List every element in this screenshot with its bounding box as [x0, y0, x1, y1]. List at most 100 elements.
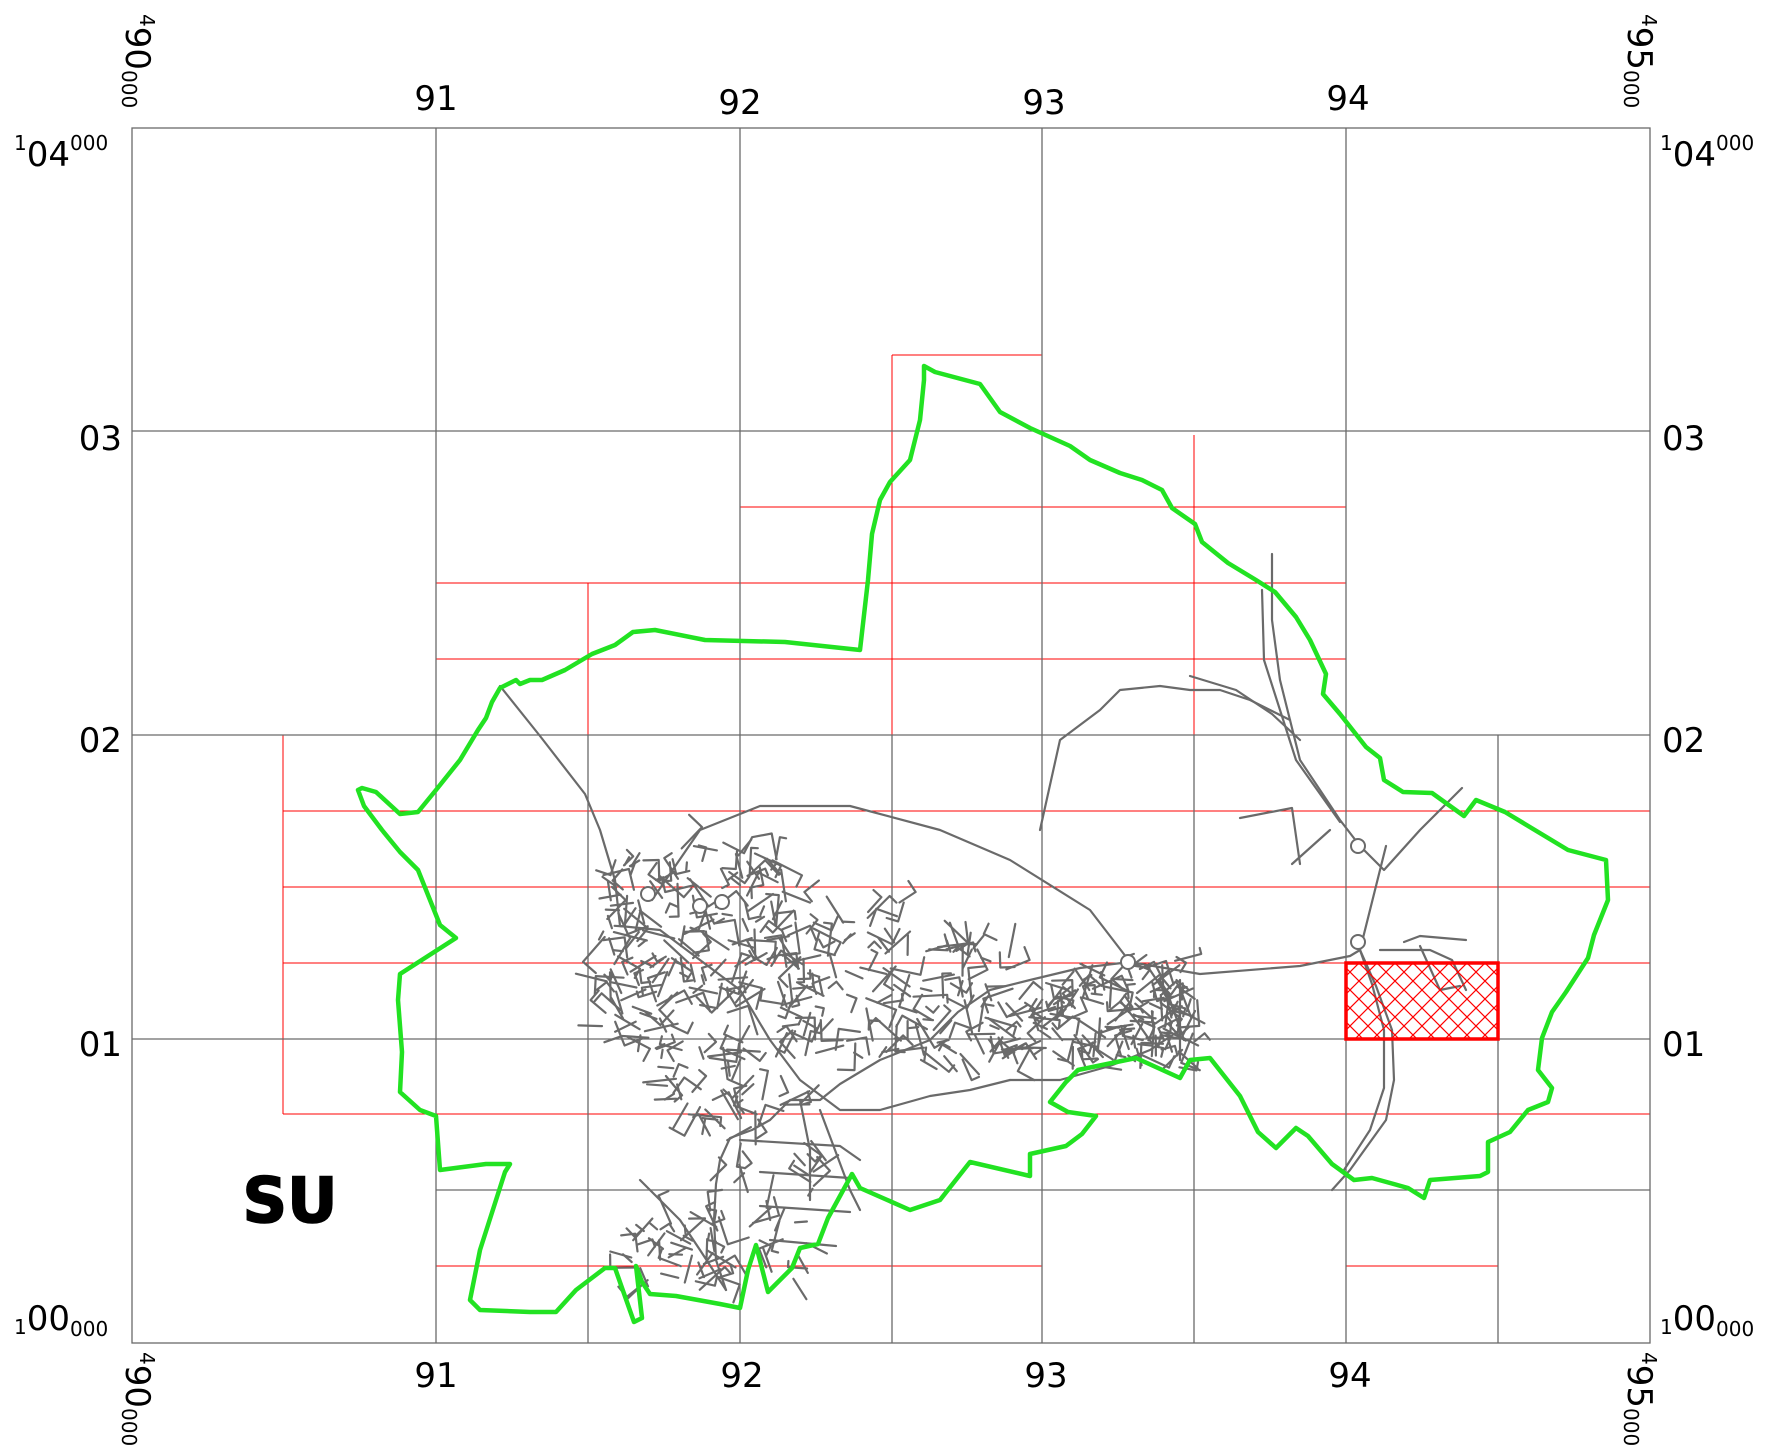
y-axis-labels-right: 03 02 01 — [1662, 419, 1705, 1065]
residential-street — [1049, 1012, 1081, 1036]
residential-street — [717, 1275, 741, 1304]
residential-street — [819, 1019, 844, 1042]
residential-street — [706, 1232, 717, 1243]
residential-street — [1179, 985, 1193, 1019]
residential-street — [715, 1263, 735, 1280]
residential-street — [1051, 1015, 1074, 1031]
residential-street — [765, 909, 795, 934]
residential-street — [1057, 1039, 1075, 1063]
residential-street — [667, 1246, 688, 1259]
residential-street — [967, 948, 989, 981]
residential-street — [727, 871, 739, 881]
residential-street — [593, 992, 622, 1011]
residential-street — [1141, 996, 1165, 1003]
residential-street — [1146, 959, 1175, 986]
residential-street — [658, 1239, 662, 1261]
residential-street — [828, 953, 838, 979]
residential-street — [959, 1053, 980, 1076]
y-axis-labels-left: 03 02 01 — [79, 419, 122, 1065]
residential-street — [885, 1034, 914, 1054]
x-tick-label-bottom: 92 — [720, 1356, 763, 1396]
highlighted-tile[interactable] — [1344, 961, 1500, 1041]
residential-street — [1114, 1029, 1133, 1058]
residential-street — [923, 1050, 956, 1073]
residential-street — [895, 1046, 925, 1053]
residential-street — [963, 999, 974, 1034]
residential-street — [698, 1046, 705, 1060]
residential-street — [668, 882, 680, 918]
residential-street — [699, 982, 723, 1010]
residential-street — [741, 1083, 755, 1096]
residential-street — [668, 1106, 702, 1137]
svg-text:490000: 490000 — [117, 14, 159, 108]
residential-street — [1102, 985, 1134, 1014]
residential-street — [1076, 1018, 1107, 1039]
residential-street — [1051, 1027, 1064, 1042]
residential-street — [878, 1046, 888, 1058]
x-min-main: 90 — [117, 27, 157, 70]
residential-street — [683, 1254, 693, 1284]
residential-street — [734, 852, 744, 879]
residential-street — [794, 1016, 817, 1041]
residential-street — [938, 1041, 958, 1055]
residential-street — [866, 927, 901, 946]
residential-street — [709, 1227, 716, 1253]
residential-street — [695, 989, 736, 1014]
residential-street — [912, 993, 949, 1004]
x-tick-label-top: 91 — [414, 79, 457, 119]
residential-street — [1126, 982, 1136, 1000]
residential-street — [996, 1037, 1022, 1046]
residential-street — [759, 987, 784, 1005]
residential-street — [726, 986, 730, 999]
roundabout — [1120, 954, 1136, 970]
residential-street — [877, 936, 890, 953]
residential-street — [651, 957, 670, 984]
residential-street — [1098, 961, 1128, 992]
y-tick-label-left: 01 — [79, 1025, 122, 1065]
x-tick-label-bottom: 91 — [414, 1356, 457, 1396]
residential-street — [923, 1046, 928, 1063]
residential-street — [774, 1206, 786, 1232]
road-segment — [1238, 806, 1302, 866]
residential-street — [1003, 1044, 1018, 1059]
residential-street — [699, 930, 730, 951]
x-max-main: 95 — [1619, 1365, 1659, 1408]
residential-street — [818, 938, 836, 949]
residential-street — [617, 912, 631, 938]
residential-street — [697, 844, 708, 862]
residential-street — [675, 991, 712, 1013]
residential-street — [1061, 970, 1075, 986]
residential-street — [776, 980, 788, 1008]
svg-text:100000: 100000 — [1660, 1299, 1754, 1341]
residential-street — [753, 928, 757, 956]
residential-street — [671, 1102, 689, 1130]
residential-street — [633, 968, 644, 987]
residential-street — [680, 813, 704, 850]
residential-street — [1138, 960, 1163, 977]
residential-street — [665, 1230, 692, 1245]
residential-street — [944, 976, 964, 998]
residential-street — [795, 957, 806, 984]
residential-street — [876, 993, 893, 1004]
residential-street — [632, 1217, 654, 1242]
residential-street — [698, 1265, 731, 1291]
residential-street — [603, 1035, 623, 1044]
residential-street — [765, 892, 780, 927]
residential-street — [1052, 1050, 1075, 1067]
residential-street — [770, 900, 777, 926]
corner-label-y-max-left: 104000 — [14, 131, 108, 175]
residential-street — [1110, 965, 1124, 989]
road-segment — [758, 1204, 852, 1214]
residential-street — [846, 1036, 871, 1056]
residential-street — [1028, 1016, 1061, 1029]
residential-street — [814, 1044, 845, 1054]
residential-street — [731, 1058, 742, 1081]
residential-street — [658, 870, 677, 882]
residential-street — [688, 986, 719, 995]
residential-street — [948, 1021, 971, 1039]
residential-street — [726, 987, 766, 1008]
residential-street — [989, 1024, 1000, 1030]
residential-street — [780, 868, 787, 903]
residential-street — [973, 1033, 985, 1055]
